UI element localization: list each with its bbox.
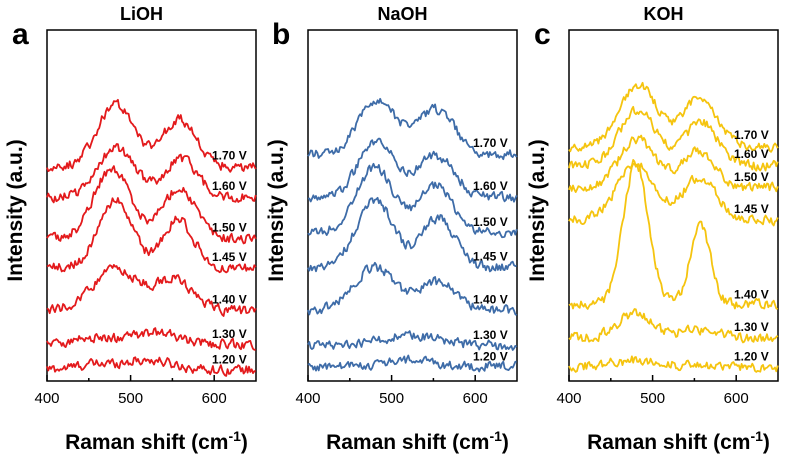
voltage-label: 1.30 V (734, 320, 769, 334)
spectrum-1-30-V (568, 308, 779, 344)
spectrum-1-45-V (568, 159, 779, 227)
voltage-label: 1.60 V (734, 147, 769, 161)
voltage-label: 1.45 V (734, 202, 769, 216)
voltage-label: 1.70 V (473, 136, 508, 150)
x-axis-title: Raman shift (cm-1) (65, 428, 248, 454)
voltage-label: 1.45 V (473, 249, 508, 263)
panel-b: b NaOH 400 500 600 Raman shift (cm-1) Intensit… (265, 4, 518, 454)
voltage-label: 1.70 V (734, 128, 769, 142)
spectrum-1-20-V (307, 354, 517, 373)
panel-title: KOH (644, 4, 684, 24)
x-axis-title: Raman shift (cm-1) (587, 428, 770, 454)
spectrum-1-50-V (307, 162, 518, 239)
panel-letter: b (272, 18, 290, 51)
spectrum-1-70-V (307, 97, 518, 161)
spectrum-1-50-V (46, 165, 257, 245)
y-axis-title: Intensity (a.u.) (265, 139, 288, 281)
voltage-label: 1.70 V (212, 149, 247, 163)
voltage-label: 1.45 V (212, 250, 247, 264)
panel-c: c KOH 400 500 600 Raman shift (cm-1) Intensity… (526, 4, 779, 454)
x-tick-label-500: 500 (379, 390, 404, 407)
x-tick-label-600: 600 (724, 390, 749, 407)
spectrum-1-20-V (568, 355, 779, 373)
x-tick-label-500: 500 (118, 390, 143, 407)
spectrum-1-30-V (46, 327, 256, 351)
spectrum-1-45-V (46, 197, 257, 274)
panel-letter: a (12, 18, 29, 51)
spectrum-1-70-V (46, 98, 257, 173)
panel-a: a LiOH 400 500 600 Raman shift (cm-1) Intensit… (4, 4, 257, 454)
spectrum-1-60-V (307, 137, 518, 203)
voltage-label: 1.50 V (473, 215, 508, 229)
spectrum-1-30-V (307, 330, 518, 351)
voltage-label: 1.50 V (212, 220, 247, 234)
voltage-label: 1.60 V (212, 179, 247, 193)
voltage-label: 1.60 V (473, 179, 508, 193)
y-axis-title: Intensity (a.u.) (4, 139, 27, 281)
voltage-label: 1.40 V (473, 292, 508, 306)
panel-letter: c (534, 18, 551, 51)
panel-title: NaOH (377, 4, 427, 24)
x-tick-label-500: 500 (640, 390, 665, 407)
spectrum-1-60-V (46, 143, 257, 204)
voltage-label: 1.50 V (734, 170, 769, 184)
spectrum-1-50-V (568, 134, 779, 193)
x-axis-title: Raman shift (cm-1) (326, 428, 509, 454)
voltage-label: 1.30 V (212, 327, 247, 341)
spectrum-1-45-V (307, 196, 517, 273)
spectrum-1-40-V (307, 261, 518, 317)
x-tick-label-600: 600 (202, 390, 227, 407)
voltage-label: 1.40 V (734, 287, 769, 301)
x-tick-label-400: 400 (34, 390, 59, 407)
voltage-label: 1.20 V (212, 353, 247, 367)
spectrum-1-20-V (46, 356, 256, 377)
spectrum-1-40-V (46, 264, 257, 317)
x-tick-label-400: 400 (295, 390, 320, 407)
plot-frame (307, 29, 518, 382)
voltage-label: 1.30 V (473, 328, 508, 342)
y-axis-title: Intensity (a.u.) (526, 139, 549, 281)
plot-frame (46, 29, 257, 382)
spectrum-1-70-V (568, 81, 779, 153)
panel-title: LiOH (120, 4, 163, 24)
voltage-label: 1.20 V (473, 350, 508, 364)
x-tick-label-400: 400 (556, 390, 581, 407)
plot-frame (568, 29, 779, 382)
spectrum-1-40-V (568, 162, 779, 311)
voltage-label: 1.40 V (212, 293, 247, 307)
x-tick-label-600: 600 (463, 390, 488, 407)
voltage-label: 1.20 V (734, 350, 769, 364)
spectrum-1-60-V (568, 105, 779, 172)
